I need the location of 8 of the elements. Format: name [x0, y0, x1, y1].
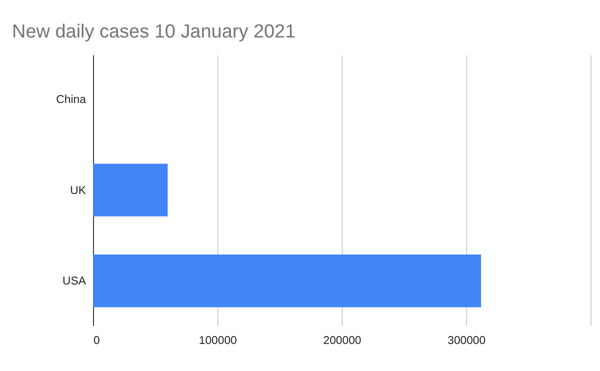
x-tick-label: 100000 — [198, 334, 237, 347]
y-tick-label: USA — [62, 276, 86, 288]
x-tick-label: 200000 — [323, 334, 362, 347]
x-tick-label: 300000 — [448, 334, 486, 347]
y-tick-label: China — [56, 94, 87, 106]
chart-title: New daily cases 10 January 2021 — [12, 22, 296, 43]
x-tick-label: 0 — [94, 334, 100, 347]
y-tick-label: UK — [70, 184, 86, 197]
